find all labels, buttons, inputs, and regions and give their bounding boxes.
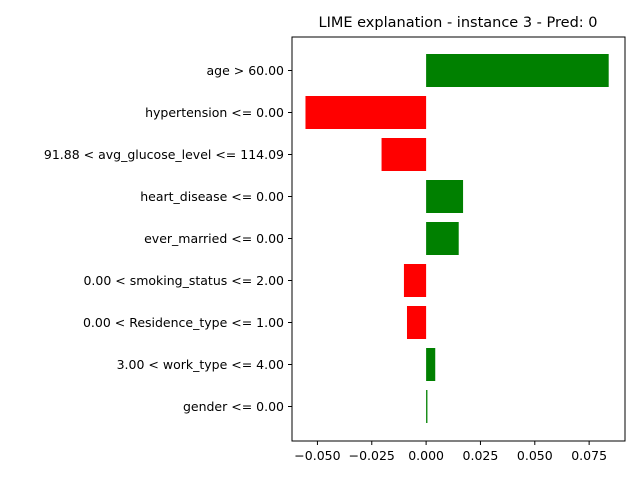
y-tick-label: age > 60.00 — [207, 63, 285, 78]
axes-frame — [291, 36, 626, 442]
bar — [426, 180, 464, 213]
x-tick-label: 0.000 — [408, 448, 444, 463]
y-ticks-group: age > 60.00 hypertension <= 0.00 91.88 < a… — [44, 63, 292, 414]
bar — [426, 348, 436, 381]
y-tick-label: ever_married <= 0.00 — [144, 231, 284, 246]
bars-group — [305, 54, 609, 423]
bar — [426, 54, 609, 87]
x-tick-label: 0.050 — [517, 448, 553, 463]
bar — [403, 264, 427, 297]
x-tick-label: 0.025 — [463, 448, 499, 463]
y-tick-label: 3.00 < work_type <= 4.00 — [117, 357, 284, 372]
bar — [426, 222, 459, 255]
x-tick-label: 0.075 — [571, 448, 607, 463]
bar — [381, 138, 427, 171]
bar — [426, 390, 428, 423]
y-tick-label: heart_disease <= 0.00 — [140, 189, 284, 204]
chart-title: LIME explanation - instance 3 - Pred: 0 — [319, 15, 598, 31]
bar — [406, 306, 427, 339]
y-tick-label: 91.88 < avg_glucose_level <= 114.09 — [44, 147, 284, 162]
x-ticks-group: −0.050 −0.025 0.000 0.025 0.050 0.075 — [294, 441, 607, 463]
x-tick-label: −0.050 — [294, 448, 340, 463]
y-tick-label: gender <= 0.00 — [183, 399, 284, 414]
x-tick-label: −0.025 — [349, 448, 395, 463]
y-tick-label: 0.00 < smoking_status <= 2.00 — [83, 273, 284, 288]
y-tick-label: 0.00 < Residence_type <= 1.00 — [83, 315, 284, 330]
bar — [305, 96, 427, 129]
y-tick-label: hypertension <= 0.00 — [145, 105, 284, 120]
